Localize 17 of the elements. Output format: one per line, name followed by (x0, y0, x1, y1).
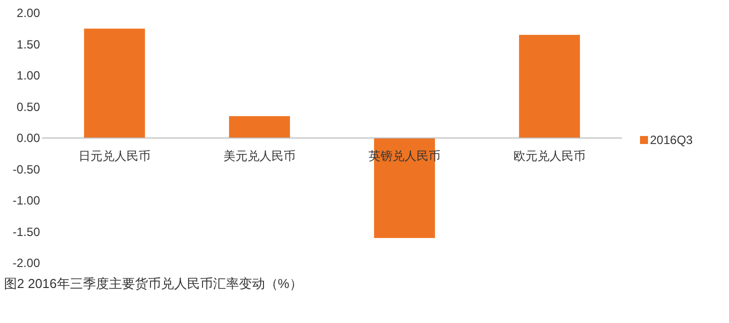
y-tick-label: 0.00 (16, 131, 40, 145)
y-tick-label: 0.50 (16, 100, 40, 114)
y-tick-label: -1.50 (12, 224, 40, 239)
legend-label: 2016Q3 (650, 133, 694, 147)
bar (84, 28, 145, 138)
y-tick-label: -1.00 (12, 194, 40, 208)
y-tick-label: 1.50 (16, 37, 40, 52)
bar (229, 116, 290, 138)
x-tick-label: 日元兑人民币 (78, 149, 150, 163)
bar (519, 34, 580, 138)
y-tick-label: 1.00 (16, 68, 40, 82)
x-tick-label: 美元兑人民币 (224, 149, 296, 163)
text: 图2 2016年三季度主要货币兑人民币汇率变动（%） (4, 276, 302, 291)
x-tick-label: 欧元兑人民币 (514, 149, 586, 163)
y-tick-label: -2.00 (12, 256, 40, 270)
y-tick-label: 2.00 (16, 6, 40, 20)
y-tick-label: -0.50 (12, 162, 40, 176)
